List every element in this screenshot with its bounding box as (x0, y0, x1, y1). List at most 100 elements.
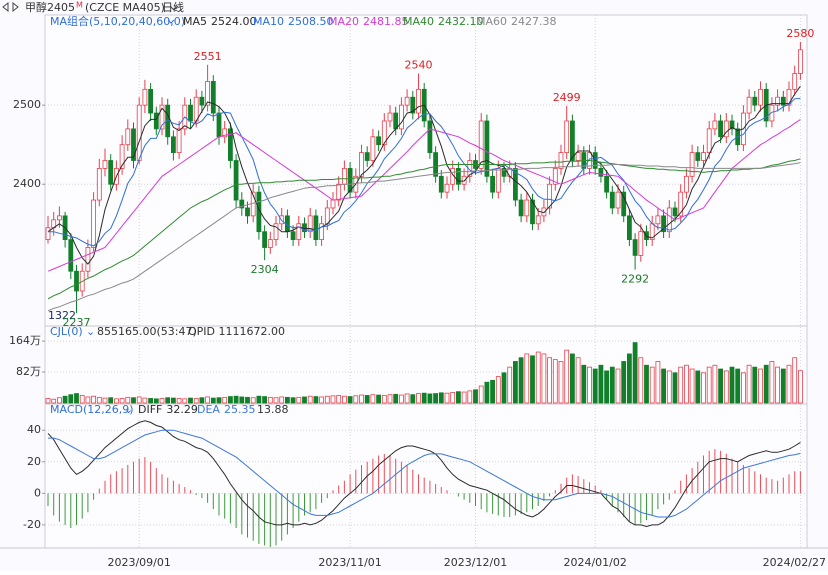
volume-bar (296, 396, 302, 404)
candle-body (74, 270, 79, 292)
candle-body (57, 215, 62, 221)
volume-bar (444, 392, 450, 404)
legend-value: 2432.10 (438, 15, 484, 28)
volume-bar (644, 364, 649, 404)
y-tick-label: 2400 (13, 177, 41, 190)
candle-body (393, 112, 399, 130)
candle-body (684, 175, 689, 193)
candle-body (233, 160, 239, 201)
volume-bar (661, 368, 666, 404)
ma-line (47, 85, 801, 265)
legend-entry: DEA 25.35 (197, 403, 255, 416)
candle-body (193, 96, 199, 122)
volume-bar (222, 396, 228, 404)
period[interactable]: 日线 (162, 0, 184, 14)
volume-bar (347, 396, 353, 404)
ma-title[interactable]: MA组合(5,10,20,40,60,0) (50, 14, 185, 28)
volume-bar (701, 372, 706, 404)
candle-body (245, 207, 250, 217)
candle-body (239, 199, 245, 209)
legend-value: 25.35 (224, 403, 256, 416)
volume-bar (45, 398, 51, 404)
y-tick-label: 40 (27, 423, 41, 436)
volume-bar (461, 391, 467, 404)
candle-body (188, 104, 193, 122)
legend-value: 2524.00 (211, 15, 257, 28)
volume-bar (91, 395, 96, 404)
volume-bar (513, 361, 518, 404)
y-tick-label: 2500 (13, 98, 41, 111)
volume-bar (507, 366, 513, 404)
candle-body (461, 175, 467, 185)
volume-bar (239, 396, 245, 404)
volume-bar (57, 397, 62, 404)
volume-bar (495, 376, 501, 404)
volume-bar (210, 397, 216, 404)
volume-bar (393, 393, 399, 404)
back-forward-icon[interactable] (2, 1, 19, 13)
y-tick-label: 164万 (9, 334, 41, 347)
candle-body (661, 215, 666, 233)
candle-body (723, 120, 729, 138)
candle-body (701, 152, 706, 161)
legend-entry: MA5 2524.00 (183, 15, 257, 28)
candle-body (359, 152, 364, 177)
volume-chevron[interactable]: ⌄ (86, 325, 95, 338)
volume-bar (313, 396, 319, 404)
candle-body (416, 88, 421, 114)
candle-body (125, 128, 131, 146)
ma-chevron[interactable] (167, 19, 175, 24)
candle-body (524, 199, 530, 217)
candle-body (324, 207, 330, 225)
volume-bar (170, 397, 176, 404)
volume-bar (416, 393, 421, 404)
volume-bar (262, 396, 268, 404)
volume-bar (193, 398, 199, 404)
candle-body (148, 88, 154, 114)
volume-bar (746, 364, 752, 404)
candle-body (672, 207, 678, 217)
candle-body (769, 104, 775, 122)
volume-bar (125, 396, 131, 404)
legend-value: 2427.38 (511, 15, 557, 28)
legend-entry: MA40 2432.10 (403, 15, 484, 28)
volume-bar (621, 361, 627, 404)
candle-body (638, 231, 644, 256)
legend-value: 32.29 (166, 403, 198, 416)
macd-chevron[interactable]: ⌄ (124, 403, 133, 416)
candle-body (404, 96, 410, 106)
symbol: 甲醇2405 (25, 0, 75, 14)
volume-bar (108, 397, 114, 404)
candle-body (433, 152, 439, 177)
volume-bar (478, 385, 484, 404)
volume-bar (307, 395, 313, 404)
ma-line (47, 119, 801, 272)
nav-arrows[interactable] (2, 1, 19, 13)
volume-bar (735, 368, 741, 404)
candle-body (376, 136, 382, 146)
volume-bar (302, 396, 307, 404)
candle-body (530, 199, 535, 225)
volume-bar (627, 353, 632, 404)
candle-body (364, 152, 370, 161)
overlay-text: 1322 (48, 309, 76, 322)
volume-bar (381, 395, 387, 404)
x-tick-label: 2023/09/01 (107, 556, 170, 569)
legend-name: MA5 (183, 15, 207, 28)
candle-body (712, 120, 718, 130)
volume-bar (501, 372, 507, 404)
candle-body (96, 168, 102, 201)
candle-body (570, 120, 575, 161)
volume-bar (684, 364, 689, 404)
volume-bar (410, 394, 416, 404)
volume-bar (718, 368, 723, 404)
volume-bar (85, 396, 91, 404)
candle-body (609, 191, 615, 209)
volume-bar (233, 395, 239, 404)
period-chevron[interactable] (169, 5, 179, 11)
candle-body (718, 120, 723, 138)
volume-bar (353, 395, 359, 404)
volume-bar (598, 364, 604, 404)
candle-body (478, 120, 484, 169)
